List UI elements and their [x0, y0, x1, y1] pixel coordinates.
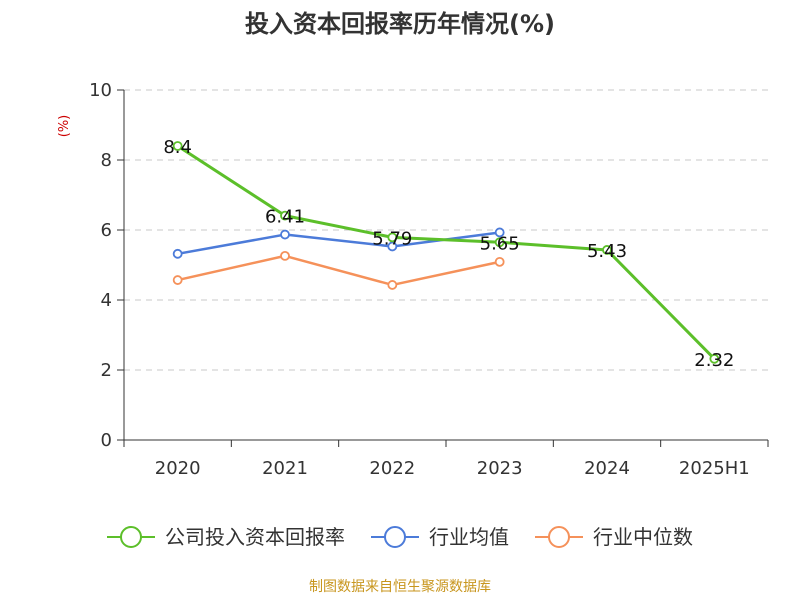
data-point	[494, 237, 505, 248]
data-point	[280, 210, 290, 221]
x-tick-label: 2025H1	[679, 458, 750, 479]
axes: 0 2 4 6 8 10 2020 2021 2022 2023 2024 2025H1	[89, 80, 769, 479]
data-label: 5.79	[372, 228, 412, 249]
y-axis-unit: (%)	[57, 115, 72, 138]
data-point	[709, 353, 720, 364]
x-tick-label: 2020	[155, 458, 201, 479]
series-line	[177, 231, 500, 256]
series-line	[177, 254, 500, 287]
data-point	[387, 241, 398, 252]
x-tick-label: 2023	[477, 458, 523, 479]
data-point	[280, 229, 290, 240]
data-point	[602, 245, 612, 255]
y-tick-label: 8	[101, 150, 112, 171]
data-point	[387, 232, 398, 243]
legend-item: 行业中位数	[535, 525, 693, 549]
source-note: 制图数据来自恒生聚源数据库	[309, 579, 491, 595]
chart-title: 投入资本回报率历年情况(%)	[245, 10, 555, 38]
series-line	[176, 144, 716, 360]
data-label: 8.4	[163, 137, 192, 158]
legend-item: 行业均值	[371, 525, 509, 549]
data-label: 5.43	[587, 241, 627, 262]
data-point	[494, 227, 505, 238]
data-point	[494, 256, 505, 267]
x-tick-label: 2024	[584, 458, 630, 479]
data-label: 2.32	[694, 350, 734, 371]
y-tick-label: 0	[101, 430, 112, 451]
grid-lines	[124, 89, 768, 371]
x-tick-label: 2021	[262, 458, 308, 479]
legend-marker-circle	[384, 526, 406, 548]
data-labels: 8.4 6.41 5.79 5.65 5.43 2.32	[163, 137, 734, 371]
y-tick-label: 4	[101, 290, 112, 311]
x-tick-label: 2022	[369, 458, 415, 479]
data-point	[387, 280, 398, 290]
legend-marker-circle	[120, 526, 142, 548]
legend-item: 公司投入资本回报率	[107, 525, 345, 549]
data-point	[172, 275, 183, 285]
legend: 公司投入资本回报率 行业均值 行业中位数	[107, 525, 693, 549]
data-point	[172, 248, 183, 259]
legend-label: 行业中位数	[593, 525, 693, 549]
legend-label: 行业均值	[429, 525, 509, 549]
y-tick-label: 2	[101, 360, 112, 381]
series-lines	[172, 141, 720, 364]
legend-label: 公司投入资本回报率	[165, 525, 345, 549]
data-point	[172, 141, 183, 151]
data-label: 6.41	[265, 207, 305, 228]
data-label: 5.65	[480, 233, 520, 254]
legend-marker-circle	[548, 526, 570, 548]
y-tick-label: 10	[89, 80, 112, 101]
data-point	[280, 250, 290, 261]
y-tick-label: 6	[101, 220, 112, 241]
